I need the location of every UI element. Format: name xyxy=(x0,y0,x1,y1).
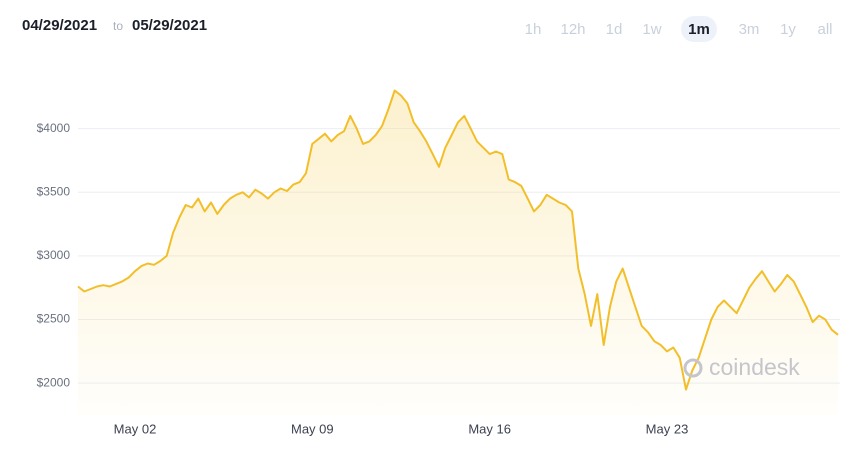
watermark-text: coindesk xyxy=(709,354,800,380)
x-tick-label: May 09 xyxy=(291,421,334,436)
y-tick-label: $3000 xyxy=(37,248,71,262)
watermark-logo xyxy=(683,358,703,378)
range-selected-bg xyxy=(681,16,717,42)
from-date: 04/29/2021 xyxy=(22,17,97,34)
range-button[interactable]: 1w xyxy=(642,21,661,38)
y-tick-label: $3500 xyxy=(37,184,71,198)
date-separator: to xyxy=(113,19,123,33)
grid: $2000 $2500 $3000 $3500 $4000 May 02 May 09 May… xyxy=(37,121,840,436)
watermark: coindesk xyxy=(683,354,800,380)
x-tick-label: May 16 xyxy=(468,421,511,436)
range-button[interactable]: 1d xyxy=(606,21,623,38)
price-line xyxy=(77,89,839,391)
y-tick-label: $2000 xyxy=(37,375,71,389)
range-button[interactable]: 1y xyxy=(780,21,796,38)
y-tick-label: $4000 xyxy=(37,121,71,135)
range-button[interactable]: 1m xyxy=(688,21,710,38)
range-selector: 1h 12h 1d 1w 1m 3m 1y all xyxy=(525,16,833,42)
plot xyxy=(77,89,839,415)
range-button[interactable]: 3m xyxy=(739,21,760,38)
x-tick-label: May 02 xyxy=(114,421,157,436)
y-tick-label: $2500 xyxy=(37,312,71,326)
to-date: 05/29/2021 xyxy=(132,17,207,34)
range-button[interactable]: 1h xyxy=(525,21,542,38)
x-tick-label: May 23 xyxy=(646,421,689,436)
range-button[interactable]: 12h xyxy=(560,21,585,38)
range-button[interactable]: all xyxy=(817,21,832,38)
